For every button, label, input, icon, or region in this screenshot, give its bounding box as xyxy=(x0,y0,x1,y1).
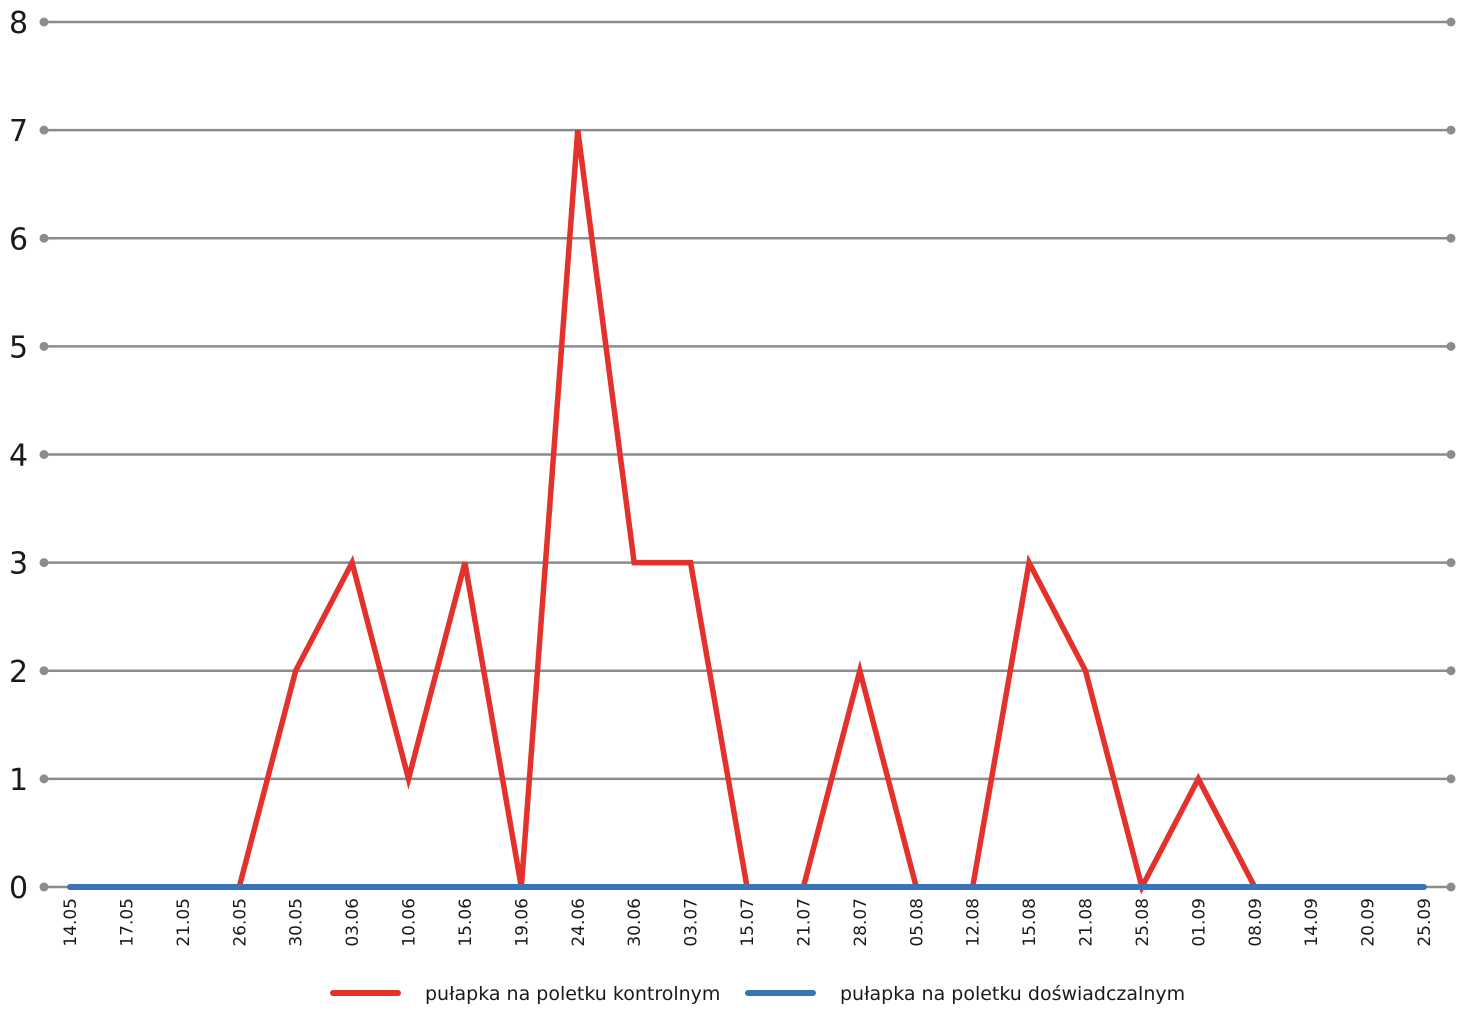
gridline-start-dot xyxy=(39,774,49,784)
x-tick-label: 30.05 xyxy=(287,898,307,947)
gridline-end-dot xyxy=(1446,125,1456,135)
x-tick-label: 12.08 xyxy=(964,898,984,947)
legend-label-kontrolny: pułapka na poletku kontrolnym xyxy=(425,983,720,1005)
y-tick-label: 2 xyxy=(9,655,28,690)
gridline-end-dot xyxy=(1446,450,1456,459)
x-tick-label: 08.09 xyxy=(1246,898,1266,947)
y-tick-label: 5 xyxy=(9,330,28,365)
y-tick-label: 1 xyxy=(9,763,28,798)
gridline-start-dot xyxy=(39,341,49,351)
y-tick-label: 6 xyxy=(9,222,28,257)
x-tick-label: 21.05 xyxy=(174,898,194,947)
x-tick-label: 01.09 xyxy=(1189,898,1209,947)
y-tick-label: 0 xyxy=(9,871,28,906)
x-tick-label: 21.07 xyxy=(794,898,814,947)
x-tick-label: 15.06 xyxy=(456,898,476,947)
gridline-start-dot xyxy=(39,882,49,892)
x-tick-label: 30.06 xyxy=(625,898,645,947)
y-tick-label: 7 xyxy=(9,114,28,149)
x-tick-label: 19.06 xyxy=(512,898,532,947)
legend-label-doswiadczalny: pułapka na poletku doświadczalnym xyxy=(840,983,1185,1005)
x-tick-label: 20.09 xyxy=(1359,898,1379,947)
gridline-start-dot xyxy=(39,558,49,568)
series-line-0 xyxy=(67,129,1427,895)
x-tick-label: 25.09 xyxy=(1415,898,1435,947)
grid-lines xyxy=(39,17,1456,892)
gridline-end-dot xyxy=(1446,774,1456,784)
x-tick-label: 25.08 xyxy=(1133,898,1153,947)
x-tick-label: 05.08 xyxy=(907,898,927,947)
x-tick-label: 24.06 xyxy=(569,898,589,947)
gridline-end-dot xyxy=(1446,341,1456,351)
data-series xyxy=(67,129,1427,895)
gridline-end-dot xyxy=(1446,233,1456,243)
x-tick-label: 15.07 xyxy=(738,898,758,947)
x-tick-label: 26.05 xyxy=(230,898,250,947)
gridline-start-dot xyxy=(39,233,49,243)
gridline-end-dot xyxy=(1446,558,1456,568)
x-axis-ticks: 14.05 17.05 21.05 26.05 30.05 03.06 10.06 15.06… xyxy=(61,898,1435,947)
gridline-end-dot xyxy=(1446,666,1456,676)
x-tick-label: 10.06 xyxy=(400,898,420,947)
y-axis-ticks: 0 1 2 3 4 5 6 7 8 xyxy=(9,6,28,906)
gridline-start-dot xyxy=(39,125,49,135)
x-tick-label: 03.07 xyxy=(682,898,702,947)
gridline-start-dot xyxy=(39,17,49,27)
gridline-end-dot xyxy=(1446,17,1456,27)
y-tick-label: 8 xyxy=(9,6,28,41)
x-tick-label: 17.05 xyxy=(117,898,137,947)
y-tick-label: 4 xyxy=(9,439,28,474)
y-tick-label: 3 xyxy=(9,547,28,582)
x-tick-label: 03.06 xyxy=(343,898,363,947)
legend: pułapka na poletku kontrolnym pułapka na… xyxy=(330,983,1185,1005)
gridline-end-dot xyxy=(1446,882,1456,892)
x-tick-label: 21.08 xyxy=(1077,898,1097,947)
x-tick-label: 14.09 xyxy=(1302,898,1322,947)
x-tick-label: 14.05 xyxy=(61,898,81,947)
gridline-start-dot xyxy=(39,666,49,676)
gridline-start-dot xyxy=(39,450,49,459)
x-tick-label: 15.08 xyxy=(1020,898,1040,947)
x-tick-label: 28.07 xyxy=(851,898,871,947)
